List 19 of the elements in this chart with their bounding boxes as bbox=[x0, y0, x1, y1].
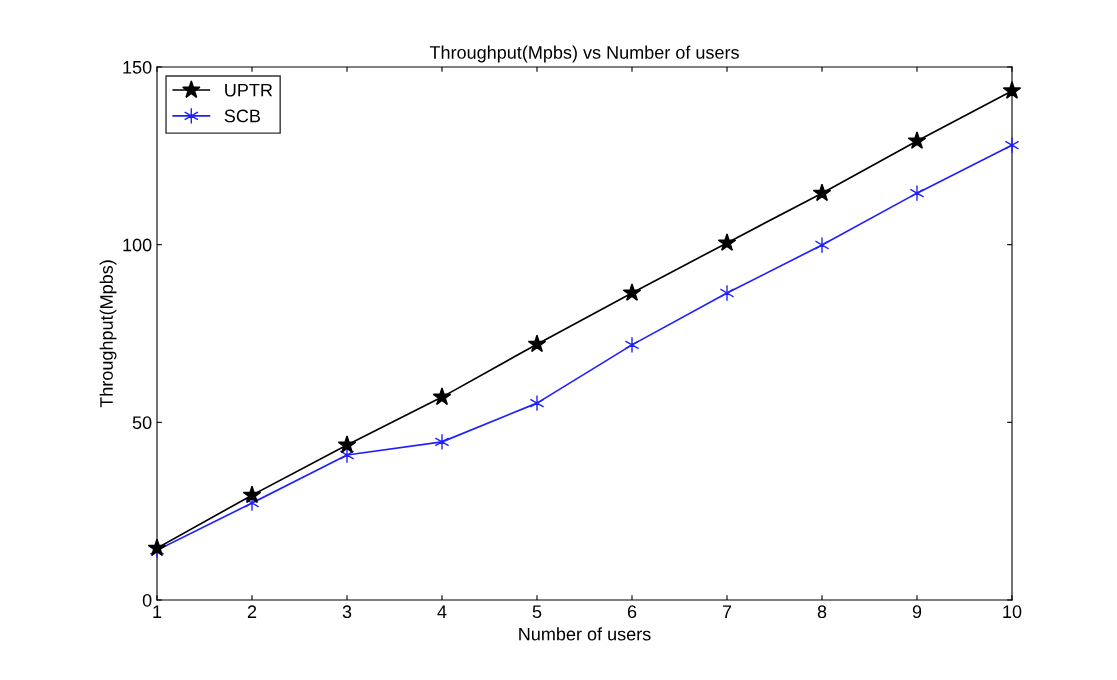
y-tick-label: 50 bbox=[132, 416, 152, 430]
chart-title: Throughput(Mpbs) vs Number of users bbox=[429, 45, 739, 63]
y-tick-label: 150 bbox=[123, 60, 152, 74]
x-axis-title: Number of users bbox=[519, 627, 651, 641]
x-tick-label: 2 bbox=[247, 605, 257, 618]
y-tick-label: 0 bbox=[142, 593, 152, 607]
x-tick-label: 3 bbox=[342, 605, 352, 619]
x-tick-label: 10 bbox=[1003, 605, 1022, 619]
x-tick-label: 4 bbox=[437, 605, 447, 618]
x-tick-label: 8 bbox=[817, 605, 827, 619]
x-tick-label: 1 bbox=[153, 605, 162, 618]
x-tick-label: 7 bbox=[722, 605, 732, 618]
y-axis-title: Throughput(Mpbs) bbox=[99, 260, 117, 408]
legend-label: SCB bbox=[224, 109, 260, 123]
x-tick-label: 5 bbox=[532, 605, 542, 619]
x-tick-label: 9 bbox=[912, 605, 922, 619]
y-tick-label: 100 bbox=[123, 238, 152, 252]
x-tick-label: 6 bbox=[627, 605, 637, 619]
legend-label: UPTR bbox=[225, 83, 273, 97]
